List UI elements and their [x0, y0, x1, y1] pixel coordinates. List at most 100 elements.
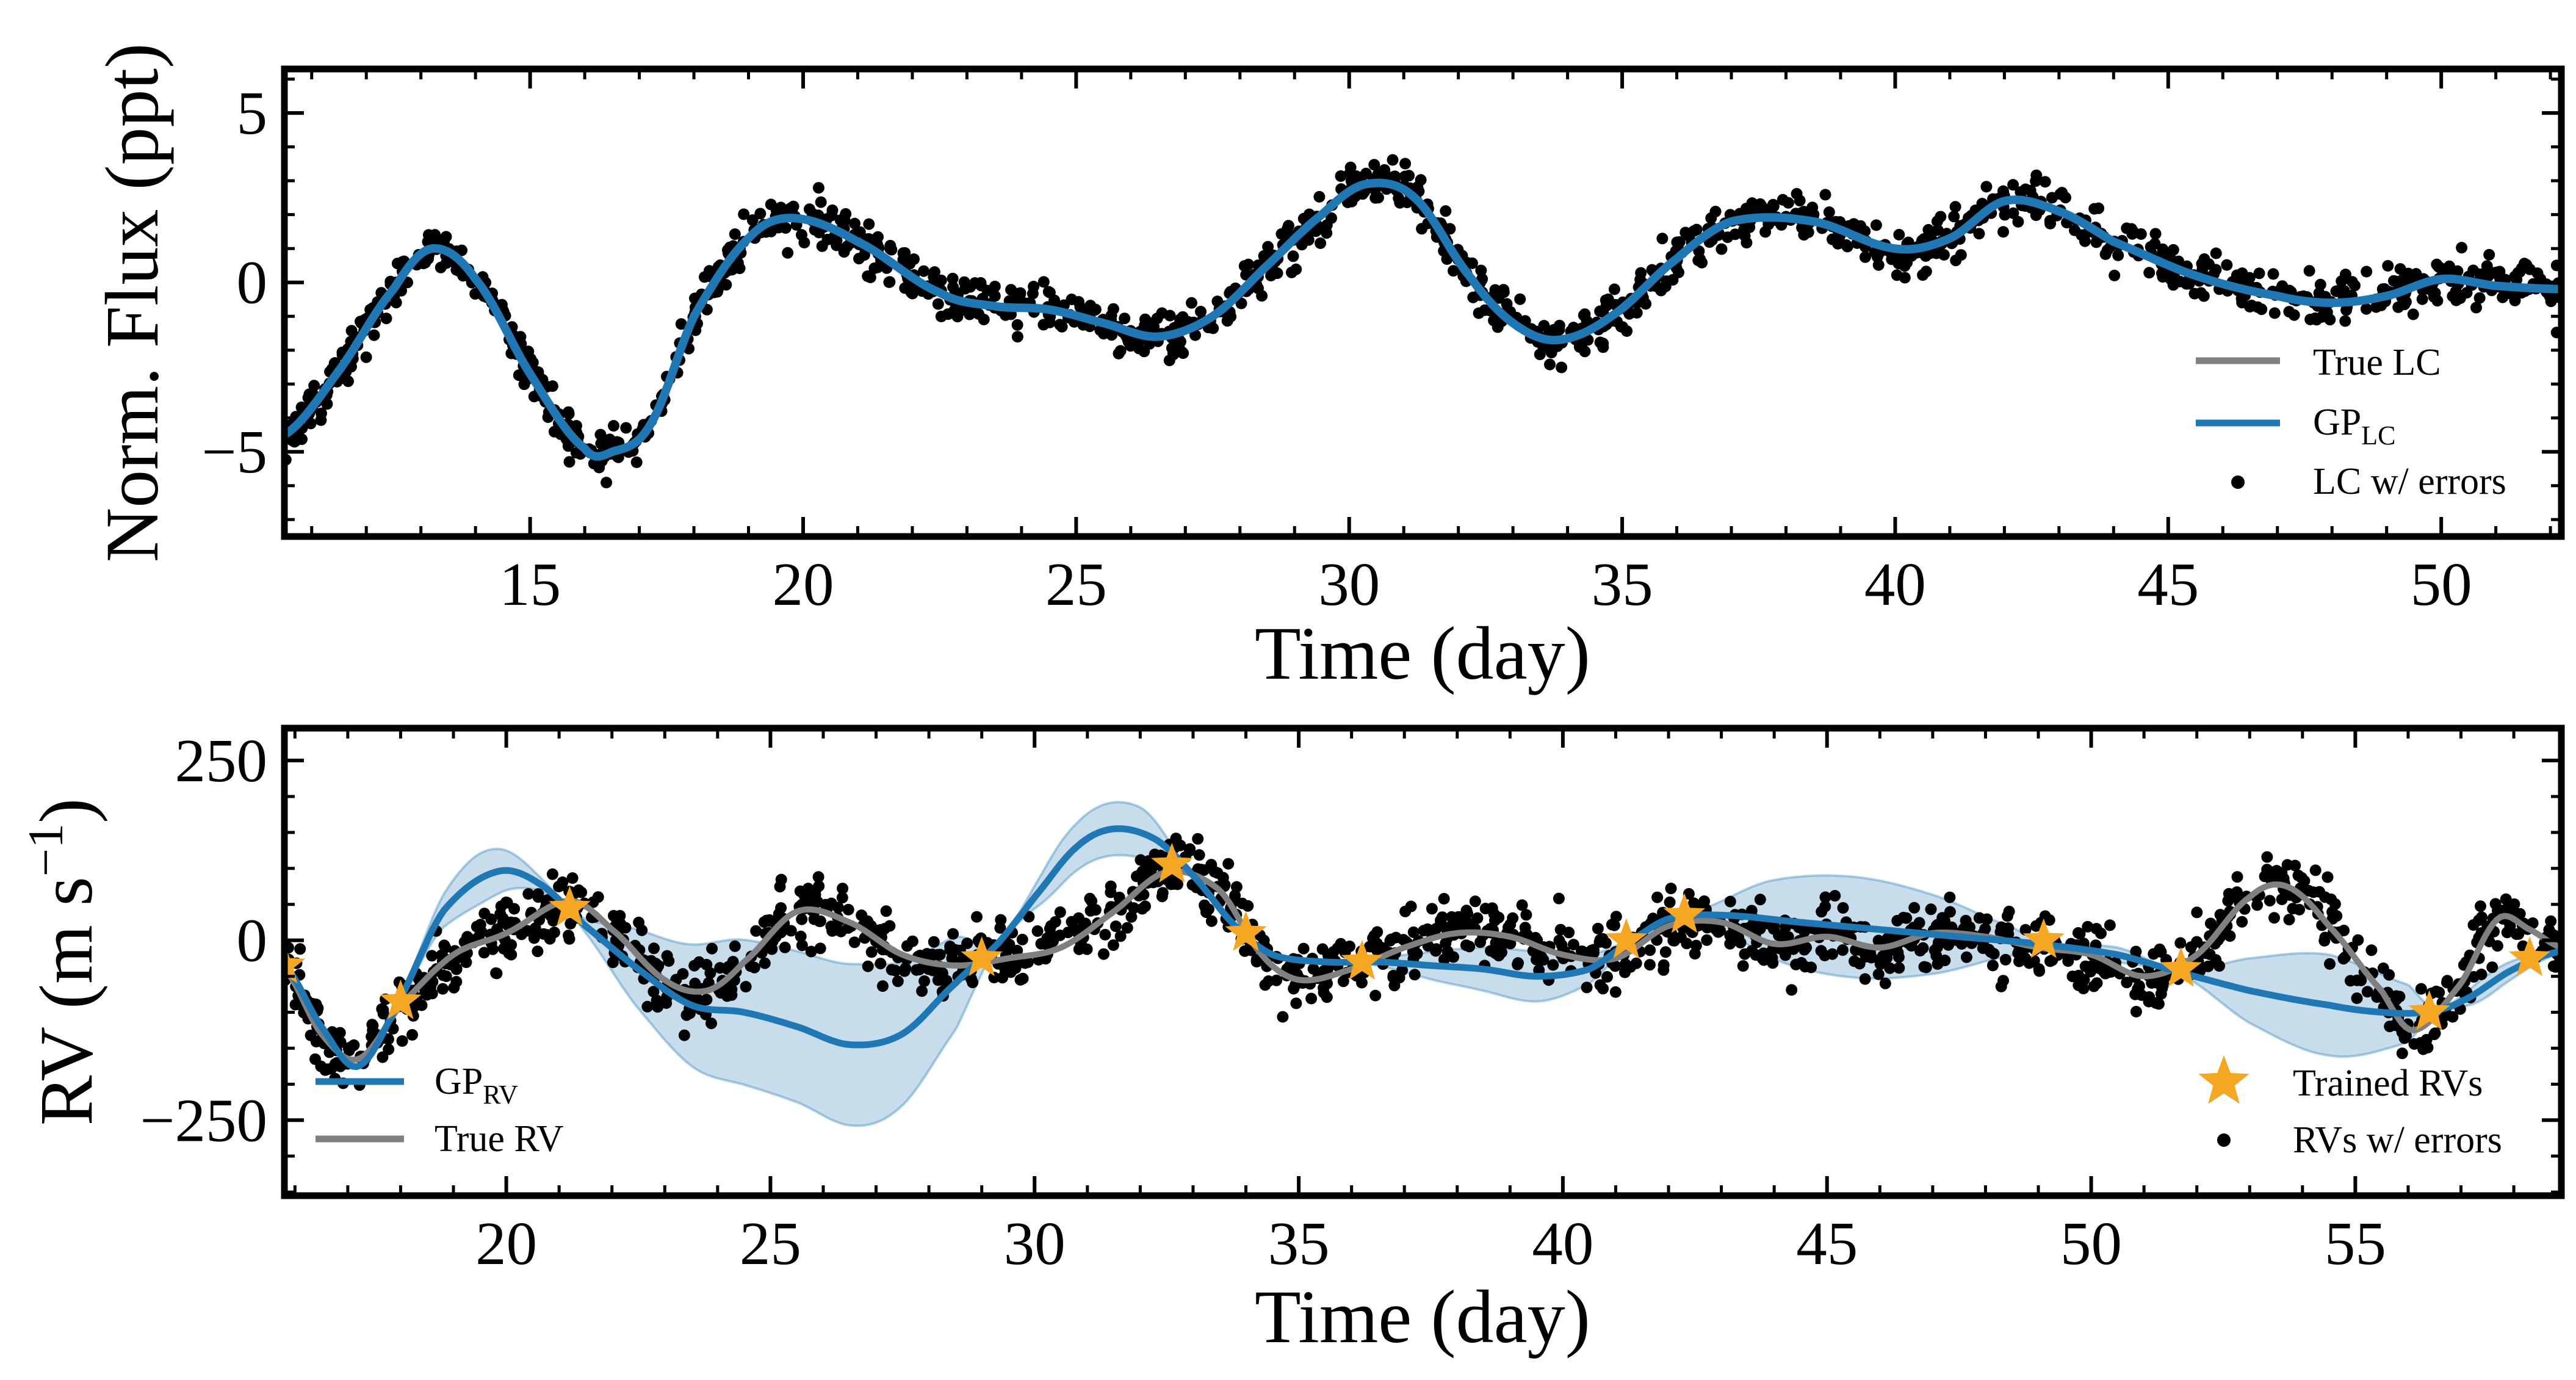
- lc-data-point: [862, 270, 874, 282]
- lc-data-point: [1084, 300, 1097, 312]
- lc-data-point: [2482, 270, 2494, 283]
- rv-data-point: [918, 975, 931, 987]
- rv-data-point: [437, 983, 449, 995]
- rv-data-point: [2319, 931, 2331, 944]
- rv-data-point: [2283, 914, 2295, 926]
- lc-data-point: [1403, 170, 1415, 182]
- rv-data-point: [1537, 954, 1550, 966]
- rv-data-point: [1849, 955, 1860, 967]
- rv-data-point: [726, 983, 738, 995]
- rv-data-point: [813, 880, 825, 892]
- lc-data-point: [2360, 303, 2372, 315]
- lc-data-point: [1448, 265, 1459, 277]
- rv-data-point: [2491, 940, 2503, 952]
- lc-data-point: [1794, 195, 1806, 207]
- x-tick-label: 35: [1268, 1209, 1330, 1277]
- rv-data-point: [814, 916, 826, 927]
- lc-data-point: [884, 242, 896, 255]
- legend-label-gp-rv: GPRV: [435, 1061, 518, 1110]
- lc-data-point: [321, 398, 333, 410]
- lc-data-point: [1893, 229, 1905, 240]
- lc-data-point: [345, 325, 358, 337]
- lc-data-point: [1000, 309, 1012, 321]
- rv-data-point: [848, 936, 860, 948]
- rv-data-point: [1884, 962, 1896, 974]
- rv-data-point: [522, 888, 535, 900]
- lc-data-point: [2044, 215, 2056, 227]
- lc-data-point: [1534, 349, 1546, 361]
- lc-data-point: [601, 477, 613, 489]
- lc-data-point: [1326, 212, 1337, 224]
- rv-data-point: [1859, 973, 1871, 985]
- rv-data-point: [1474, 936, 1487, 948]
- lc-data-point: [2069, 224, 2080, 236]
- lc-data-point: [1286, 266, 1297, 278]
- lc-data-point: [1176, 346, 1188, 358]
- y-axis-label-flux: Norm. Flux (ppt): [90, 43, 174, 563]
- lc-data-point: [2314, 278, 2326, 291]
- rv-data-point: [1192, 833, 1204, 845]
- rv-data-point: [931, 948, 943, 961]
- trained-rv-star: [380, 979, 422, 1019]
- rv-data-point: [2295, 872, 2307, 884]
- legend-marker-trained-rvs: [2198, 1055, 2249, 1104]
- lc-data-point: [897, 247, 909, 259]
- rv-data-point: [865, 946, 878, 958]
- rv-data-point: [693, 956, 705, 968]
- lc-data-point: [1544, 358, 1556, 370]
- lc-data-point: [1931, 215, 1943, 228]
- rv-data-point: [2104, 919, 2116, 931]
- rv-data-point: [2429, 1027, 2441, 1039]
- lc-data-point: [1252, 282, 1264, 294]
- rv-data-point: [1139, 900, 1151, 912]
- rv-data-point: [1086, 895, 1098, 907]
- lc-data-point: [1310, 225, 1322, 237]
- rv-data-point: [471, 920, 483, 933]
- x-tick-label: 25: [1045, 550, 1107, 618]
- rv-data-point: [1739, 948, 1751, 960]
- rv-data-point: [1066, 916, 1078, 928]
- rv-data-point: [1035, 937, 1047, 950]
- rv-data-point: [1944, 891, 1956, 903]
- rv-data-point: [532, 891, 544, 903]
- lc-data-point: [469, 288, 482, 300]
- lc-data-point: [1287, 250, 1299, 262]
- lc-data-point: [1156, 307, 1168, 319]
- legend-star-shape: [2198, 1055, 2249, 1104]
- rv-data-point: [879, 923, 890, 935]
- rv-data-point: [376, 1003, 388, 1015]
- rv-data-point: [842, 903, 854, 916]
- lc-data-point: [1594, 336, 1606, 349]
- rv-data-point: [1815, 945, 1827, 957]
- rv-data-point: [775, 902, 787, 914]
- lc-data-point: [316, 407, 327, 419]
- lc-data-point: [2143, 267, 2156, 279]
- y-tick-label: −250: [140, 1086, 267, 1154]
- lc-data-point: [2497, 291, 2509, 303]
- lc-data-point: [1074, 301, 1086, 313]
- lc-data-point: [1498, 284, 1510, 296]
- rv-data-point: [1819, 891, 1831, 903]
- rv-data-point: [812, 871, 824, 883]
- rv-data-point: [2105, 966, 2117, 978]
- rv-data-point: [2062, 955, 2074, 967]
- lc-data-point: [849, 217, 860, 229]
- lc-data-point: [1346, 195, 1358, 208]
- rv-data-point: [1512, 957, 1524, 969]
- rv-data-point: [289, 999, 301, 1011]
- rv-data-point: [1920, 961, 1932, 974]
- rv-data-point: [740, 981, 752, 993]
- rv-data-point: [377, 1051, 389, 1063]
- rv-data-point: [1601, 971, 1613, 983]
- rv-data-point: [2082, 920, 2094, 933]
- lc-data-point: [2339, 269, 2351, 281]
- lc-data-point: [419, 256, 431, 269]
- rv-data-point: [440, 970, 452, 982]
- rv-data-point: [2019, 923, 2032, 936]
- lc-data-point: [1492, 321, 1504, 333]
- rv-data-point: [1644, 944, 1656, 956]
- lc-data-point: [2167, 279, 2179, 291]
- rv-data-point: [932, 974, 944, 986]
- lc-data-point: [390, 297, 402, 309]
- lc-data-point: [2433, 261, 2445, 273]
